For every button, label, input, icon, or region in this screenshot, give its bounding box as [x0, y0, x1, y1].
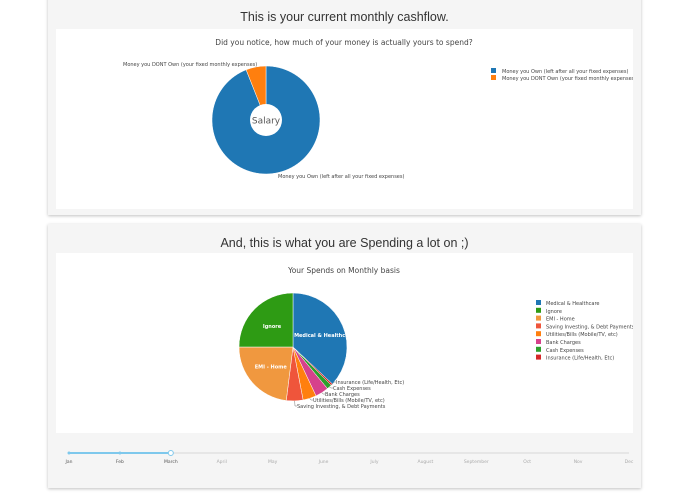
- leader-line: [329, 386, 333, 389]
- slider-dot[interactable]: [118, 451, 122, 455]
- slider-month-label[interactable]: Oct: [523, 459, 531, 465]
- spending-card: And, this is what you are Spending a lot…: [48, 224, 641, 488]
- legend-swatch[interactable]: [536, 331, 541, 337]
- legend-item[interactable]: Saving Investing, & Debt Payments: [546, 324, 635, 330]
- pie-slice[interactable]: [238, 346, 294, 401]
- slice-label: Money you DONT Own (your fixed monthly e…: [123, 62, 257, 68]
- legend-swatch[interactable]: [491, 75, 496, 80]
- slider-dot[interactable]: [67, 451, 71, 455]
- slider-month-label[interactable]: Jan: [65, 459, 73, 465]
- leader-line: [294, 400, 297, 407]
- leader-line: [309, 398, 313, 401]
- slider-month-label[interactable]: August: [417, 459, 433, 465]
- legend-swatch[interactable]: [536, 307, 541, 313]
- legend-swatch[interactable]: [536, 354, 541, 360]
- slider-month-label[interactable]: March: [164, 459, 178, 465]
- month-slider[interactable]: Jan Feb March April May June July August Septemb…: [48, 444, 641, 484]
- pie-slice[interactable]: [292, 292, 348, 385]
- legend-swatch[interactable]: [491, 68, 496, 73]
- slider-month-label[interactable]: April: [217, 459, 227, 465]
- legend-swatch[interactable]: [536, 323, 541, 329]
- legend-swatch[interactable]: [536, 315, 541, 321]
- slider-month-label[interactable]: July: [369, 459, 378, 465]
- legend-item[interactable]: Ignore: [546, 309, 562, 315]
- cashflow-heading: This is your current monthly cashflow.: [240, 10, 449, 24]
- leader-line: [331, 381, 336, 385]
- slice-label: Medical & Healthcare: [294, 333, 355, 339]
- leader-line: [321, 392, 325, 395]
- slider-month-label[interactable]: September: [464, 459, 489, 465]
- slice-label: Ignore: [263, 324, 282, 330]
- cashflow-pie-chart: Did you notice, how much of your money i…: [123, 38, 636, 180]
- slice-label: Bank Charges: [325, 392, 360, 398]
- legend-item[interactable]: Utilities/Bills (Mobile/TV, etc): [546, 332, 618, 338]
- slider-month-label[interactable]: Feb: [116, 459, 124, 465]
- slice-label: Money you Own (left after all your fixed…: [278, 174, 404, 180]
- slider-month-label[interactable]: Dec: [625, 459, 634, 465]
- donut-hole: [250, 104, 282, 136]
- chart-title: Did you notice, how much of your money i…: [215, 38, 472, 47]
- pie-slice[interactable]: [238, 292, 294, 348]
- legend-item[interactable]: EMI - Home: [546, 317, 575, 323]
- slider-handle[interactable]: [167, 450, 174, 456]
- slice-label: Insurance (Life/Health, Etc): [336, 380, 404, 386]
- slice-label: Utilities/Bills (Mobile/TV, etc): [313, 398, 385, 404]
- slider-month-label[interactable]: June: [318, 459, 329, 465]
- legend-item[interactable]: Money you Own (left after all your fixed…: [502, 69, 628, 75]
- slice-label: EMI - Home: [255, 365, 288, 371]
- chart-title: Your Spends on Monthly basis: [287, 266, 400, 275]
- legend-swatch[interactable]: [536, 346, 541, 352]
- legend-swatch[interactable]: [536, 339, 541, 344]
- spending-pie-chart: Your Spends on Monthly basis Medical & He…: [238, 266, 635, 410]
- slider-month-label[interactable]: Nov: [574, 459, 583, 465]
- legend-item[interactable]: Medical & Healthcare: [546, 301, 600, 307]
- legend-swatch[interactable]: [536, 300, 541, 305]
- center-label: Salary: [252, 117, 281, 127]
- legend-item[interactable]: Insurance (Life/Health, Etc): [546, 356, 614, 362]
- cashflow-card: This is your current monthly cashflow. D…: [48, 0, 641, 215]
- slider-month-label[interactable]: May: [268, 459, 278, 465]
- legend-item[interactable]: Cash Expenses: [546, 348, 584, 354]
- legend-item[interactable]: Bank Charges: [546, 340, 581, 346]
- slice-label: Saving Investing, & Debt Payments: [297, 404, 386, 410]
- slice-label: Cash Expenses: [333, 386, 371, 392]
- spending-heading: And, this is what you are Spending a lot…: [220, 236, 469, 250]
- legend-item[interactable]: Money you DONT Own (your fixed monthly e…: [502, 76, 636, 82]
